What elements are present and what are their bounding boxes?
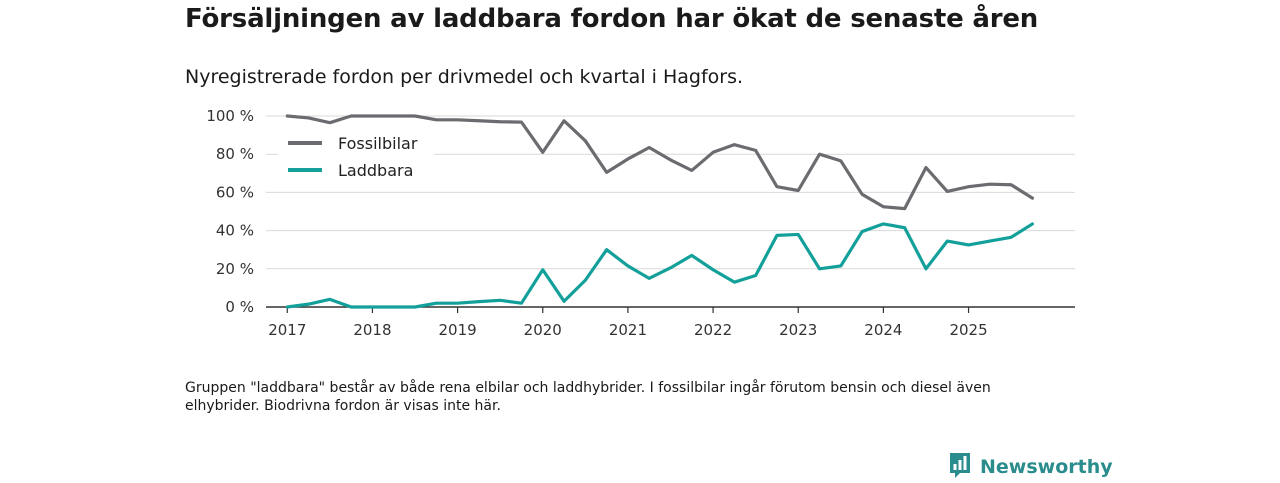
line-chart: 0 % 20 % 40 % 60 % 80 % 100 % 2017 2018 2019 2020… [206, 107, 1075, 339]
x-tick-label: 2017 [268, 321, 306, 339]
legend-label-laddbara: Laddbara [338, 161, 413, 180]
chart-title: Försäljningen av laddbara fordon har öka… [185, 4, 1039, 34]
x-tick-label: 2025 [949, 321, 987, 339]
chart-subtitle: Nyregistrerade fordon per drivmedel och … [185, 66, 744, 88]
y-tick-label: 20 % [216, 260, 254, 278]
x-tick-label: 2019 [439, 321, 477, 339]
y-tick-label: 60 % [216, 183, 254, 201]
x-tick-label: 2020 [524, 321, 562, 339]
legend-background [278, 128, 434, 184]
y-tick-label: 0 % [225, 298, 254, 316]
y-tick-label: 40 % [216, 222, 254, 240]
x-tick-label: 2022 [694, 321, 732, 339]
legend: Fossilbilar Laddbara [278, 128, 434, 184]
y-tick-label: 100 % [206, 107, 254, 125]
series-line-laddbara [285, 222, 1035, 309]
series-lines [285, 114, 1035, 309]
y-tick-label: 80 % [216, 145, 254, 163]
x-tick-label: 2021 [609, 321, 647, 339]
legend-label-fossilbilar: Fossilbilar [338, 134, 418, 153]
brand-logo: Newsworthy [948, 451, 1113, 483]
footnote: Gruppen "laddbara" består av både rena e… [185, 380, 991, 414]
x-tick-label: 2018 [353, 321, 391, 339]
series-line-fossilbilar [285, 114, 1035, 211]
axes: 0 % 20 % 40 % 60 % 80 % 100 % 2017 2018 2019 2020… [206, 107, 1075, 339]
brand-name: Newsworthy [980, 456, 1113, 478]
bar-chart-logo-icon [948, 451, 972, 483]
x-tick-label: 2024 [864, 321, 902, 339]
x-tick-label: 2023 [779, 321, 817, 339]
